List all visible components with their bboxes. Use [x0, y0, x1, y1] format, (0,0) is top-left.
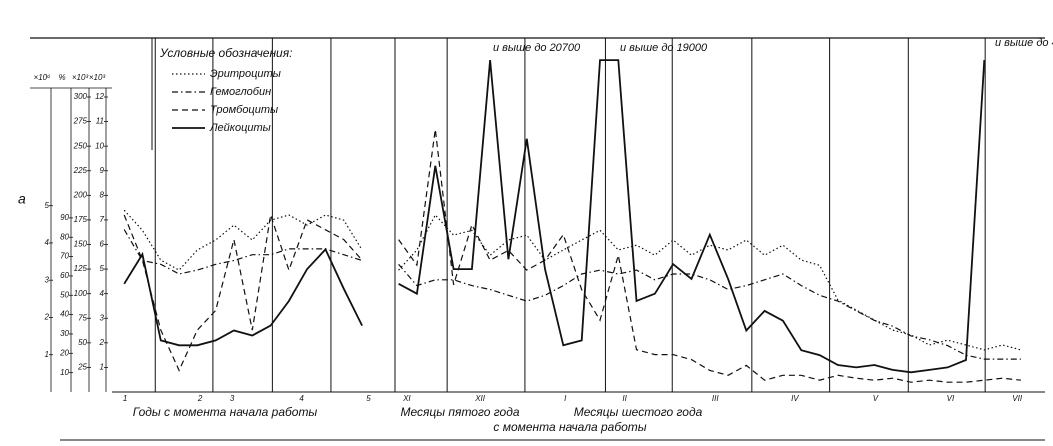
x-tick-label: 4 — [299, 394, 304, 403]
y-tick-label: 2 — [44, 313, 50, 322]
y-tick-label: 1 — [45, 350, 49, 359]
legend-label: Гемоглобин — [210, 86, 271, 98]
y-tick-label: 10 — [60, 368, 69, 377]
axis-unit-label: ×10³ — [89, 73, 106, 82]
x-tick-label: VII — [1012, 394, 1023, 403]
y-tick-label: 4 — [100, 289, 105, 298]
y-tick-label: 150 — [74, 240, 88, 249]
y-tick-label: 200 — [73, 190, 88, 199]
y-tick-label: 80 — [60, 232, 69, 241]
y-tick-label: 6 — [100, 240, 105, 249]
series-line — [123, 59, 986, 374]
series-line — [123, 129, 1021, 383]
x-tick-label: VI — [947, 394, 955, 403]
x-tick-label: IV — [791, 394, 799, 403]
legend-label: Лейкоциты — [209, 122, 271, 134]
x-axis-label: Месяцы шестого года — [574, 405, 703, 419]
y-tick-label: 275 — [73, 117, 88, 126]
legend-label: Тромбоциты — [210, 104, 278, 116]
y-tick-label: 50 — [60, 290, 69, 299]
x-axis-label: с момента начала работы — [493, 420, 646, 434]
y-tick-label: 20 — [59, 348, 69, 357]
axis-unit-label: ×10⁶ — [34, 73, 52, 82]
x-tick-label: XI — [402, 394, 411, 403]
y-tick-label: 12 — [95, 92, 104, 101]
y-tick-label: 5 — [45, 201, 50, 210]
x-tick-label: I — [564, 394, 567, 403]
x-tick-label: 1 — [123, 394, 127, 403]
series-line — [123, 229, 1021, 360]
y-tick-label: 100 — [74, 289, 88, 298]
annotation: и выше до 19000 — [620, 42, 708, 54]
y-tick-label: 11 — [96, 117, 104, 126]
y-tick-label: 3 — [100, 313, 105, 322]
y-tick-label: 175 — [74, 215, 88, 224]
x-axis-label: Годы с момента начала работы — [133, 405, 318, 419]
y-tick-label: 70 — [60, 252, 69, 261]
y-tick-label: 1 — [100, 363, 104, 372]
panel-label: a — [18, 191, 26, 207]
legend-title: Условные обозначения: — [159, 46, 292, 60]
y-tick-label: 225 — [73, 166, 88, 175]
y-tick-label: 25 — [77, 363, 87, 372]
x-tick-label: 2 — [197, 394, 203, 403]
y-tick-label: 7 — [100, 215, 105, 224]
x-tick-label: 5 — [366, 394, 371, 403]
x-tick-label: V — [873, 394, 879, 403]
y-tick-label: 2 — [99, 338, 105, 347]
axis-unit-label: ×10³ — [72, 73, 89, 82]
y-tick-label: 75 — [78, 313, 87, 322]
y-tick-label: 300 — [74, 92, 88, 101]
legend-label: Эритроциты — [210, 68, 281, 80]
annotation: и выше до 4000 — [995, 37, 1053, 49]
x-tick-label: II — [622, 394, 627, 403]
x-axis-label: Месяцы пятого года — [400, 405, 519, 419]
y-tick-label: 125 — [74, 264, 88, 273]
y-tick-label: 8 — [100, 190, 105, 199]
y-tick-label: 50 — [78, 338, 87, 347]
y-tick-label: 40 — [60, 310, 69, 319]
axis-unit-label: % — [58, 73, 65, 82]
x-tick-label: 3 — [230, 394, 235, 403]
y-tick-label: 3 — [45, 275, 50, 284]
annotation: и выше до 20700 — [493, 42, 581, 54]
y-tick-label: 30 — [60, 329, 69, 338]
x-tick-label: III — [712, 394, 719, 403]
y-tick-label: 60 — [60, 271, 69, 280]
y-tick-label: 4 — [45, 238, 50, 247]
y-tick-label: 10 — [95, 141, 104, 150]
y-tick-label: 90 — [60, 213, 69, 222]
x-tick-label: XII — [474, 394, 486, 403]
y-tick-label: 250 — [73, 141, 88, 150]
y-tick-label: 9 — [100, 166, 105, 175]
y-tick-label: 5 — [100, 264, 105, 273]
